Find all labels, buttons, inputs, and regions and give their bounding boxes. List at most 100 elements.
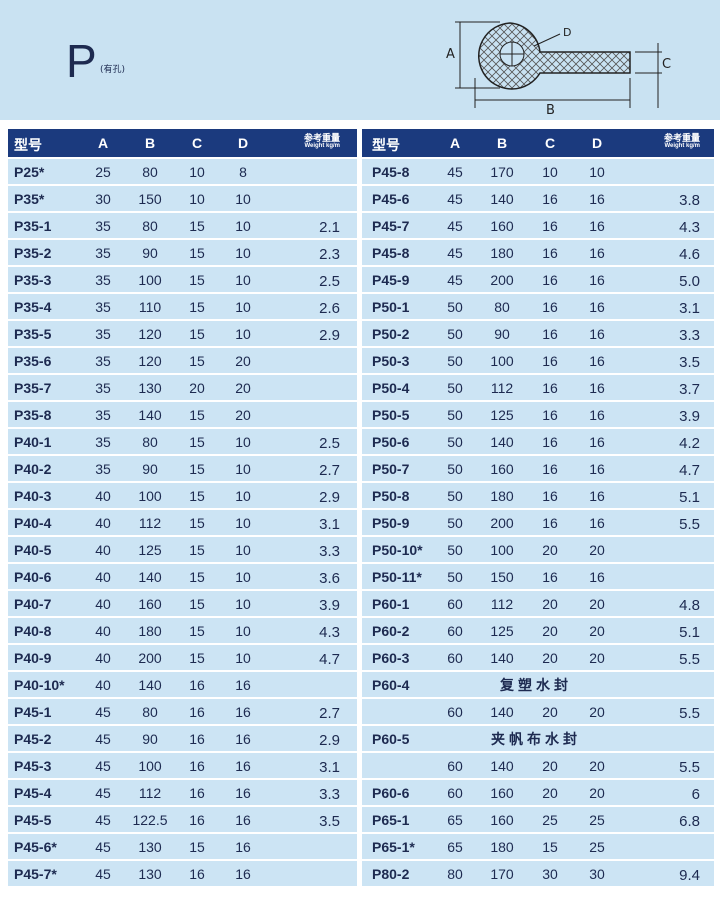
- value-c: 16: [542, 407, 558, 423]
- row-bg: [8, 240, 357, 265]
- value-d: 20: [589, 704, 605, 720]
- value-d: 20: [235, 380, 251, 396]
- value-b: 140: [138, 407, 162, 423]
- value-a: 40: [95, 515, 111, 531]
- weight: 2.9: [319, 327, 340, 344]
- value-a: 35: [95, 434, 111, 450]
- value-d: 25: [589, 839, 605, 855]
- row-bg: [8, 780, 357, 805]
- value-a: 60: [447, 596, 463, 612]
- value-c: 15: [189, 218, 205, 234]
- column-header: D: [591, 135, 603, 151]
- value-c: 10: [542, 164, 558, 180]
- column-header: C: [544, 135, 556, 151]
- weight: 5.0: [679, 273, 700, 290]
- value-c: 20: [542, 542, 558, 558]
- value-c: 16: [542, 353, 558, 369]
- value-b: 100: [138, 272, 162, 288]
- value-a: 50: [447, 542, 463, 558]
- value-b: 140: [490, 704, 514, 720]
- value-d: 16: [589, 326, 605, 342]
- value-c: 20: [542, 650, 558, 666]
- weight-unit: Weight kg/m: [304, 143, 340, 149]
- value-a: 60: [447, 758, 463, 774]
- value-b: 120: [138, 326, 162, 342]
- weight: 6: [691, 786, 700, 803]
- value-c: 16: [189, 866, 205, 882]
- weight: 4.3: [679, 219, 700, 236]
- row-bg: [362, 375, 714, 400]
- model: P40-4: [14, 515, 52, 531]
- value-a: 35: [95, 380, 111, 396]
- value-b: 160: [490, 785, 514, 801]
- row-bg: [362, 510, 714, 535]
- value-c: 15: [189, 272, 205, 288]
- model: P40-5: [14, 542, 52, 558]
- value-d: 10: [235, 515, 251, 531]
- model: P65-1: [372, 812, 410, 828]
- value-b: 150: [490, 569, 514, 585]
- value-c: 16: [189, 677, 205, 693]
- value-b: 125: [490, 407, 514, 423]
- weight: 4.3: [319, 624, 340, 641]
- model: P45-4: [14, 785, 52, 801]
- value-d: 16: [589, 488, 605, 504]
- label-d: D: [563, 26, 571, 39]
- value-a: 45: [95, 758, 111, 774]
- model: P60-1: [372, 596, 410, 612]
- row-bg: [8, 537, 357, 562]
- value-d: 10: [235, 272, 251, 288]
- value-b: 125: [490, 623, 514, 639]
- value-a: 60: [447, 785, 463, 801]
- value-a: 35: [95, 245, 111, 261]
- column-header: B: [496, 135, 508, 151]
- model: P40-3: [14, 488, 52, 504]
- value-a: 50: [447, 326, 463, 342]
- value-a: 35: [95, 326, 111, 342]
- value-d: 10: [235, 461, 251, 477]
- row-bg: [8, 591, 357, 616]
- value-a: 35: [95, 407, 111, 423]
- value-c: 30: [542, 866, 558, 882]
- value-d: 16: [589, 191, 605, 207]
- model: P40-1: [14, 434, 52, 450]
- column-header: A: [449, 135, 461, 151]
- model: P50-5: [372, 407, 410, 423]
- weight: 2.6: [319, 300, 340, 317]
- row-bg: [362, 267, 714, 292]
- weight: 3.5: [319, 813, 340, 830]
- weight: 2.5: [319, 273, 340, 290]
- row-bg: [8, 618, 357, 643]
- value-d: 10: [235, 596, 251, 612]
- value-b: 100: [138, 758, 162, 774]
- value-c: 16: [189, 704, 205, 720]
- value-d: 20: [589, 650, 605, 666]
- row-bg: [362, 186, 714, 211]
- row-bg: [8, 159, 357, 184]
- weight: 5.5: [679, 759, 700, 776]
- weight: 5.5: [679, 651, 700, 668]
- value-d: 16: [589, 380, 605, 396]
- model: P45-6: [372, 191, 410, 207]
- weight: 2.7: [319, 462, 340, 479]
- value-d: 16: [235, 785, 251, 801]
- model: P40-10*: [14, 677, 65, 693]
- value-b: 160: [490, 461, 514, 477]
- value-a: 40: [95, 488, 111, 504]
- model: P60-6: [372, 785, 410, 801]
- value-b: 120: [138, 353, 162, 369]
- row-bg: [8, 699, 357, 724]
- row-bg: [8, 267, 357, 292]
- weight: 3.1: [679, 300, 700, 317]
- value-c: 16: [542, 488, 558, 504]
- weight: 4.6: [679, 246, 700, 263]
- value-a: 50: [447, 380, 463, 396]
- weight: 5.1: [679, 624, 700, 641]
- value-b: 125: [138, 542, 162, 558]
- row-bg: [8, 375, 357, 400]
- model: P45-8: [372, 164, 410, 180]
- value-d: 16: [235, 731, 251, 747]
- value-c: 16: [189, 731, 205, 747]
- value-b: 80: [142, 434, 158, 450]
